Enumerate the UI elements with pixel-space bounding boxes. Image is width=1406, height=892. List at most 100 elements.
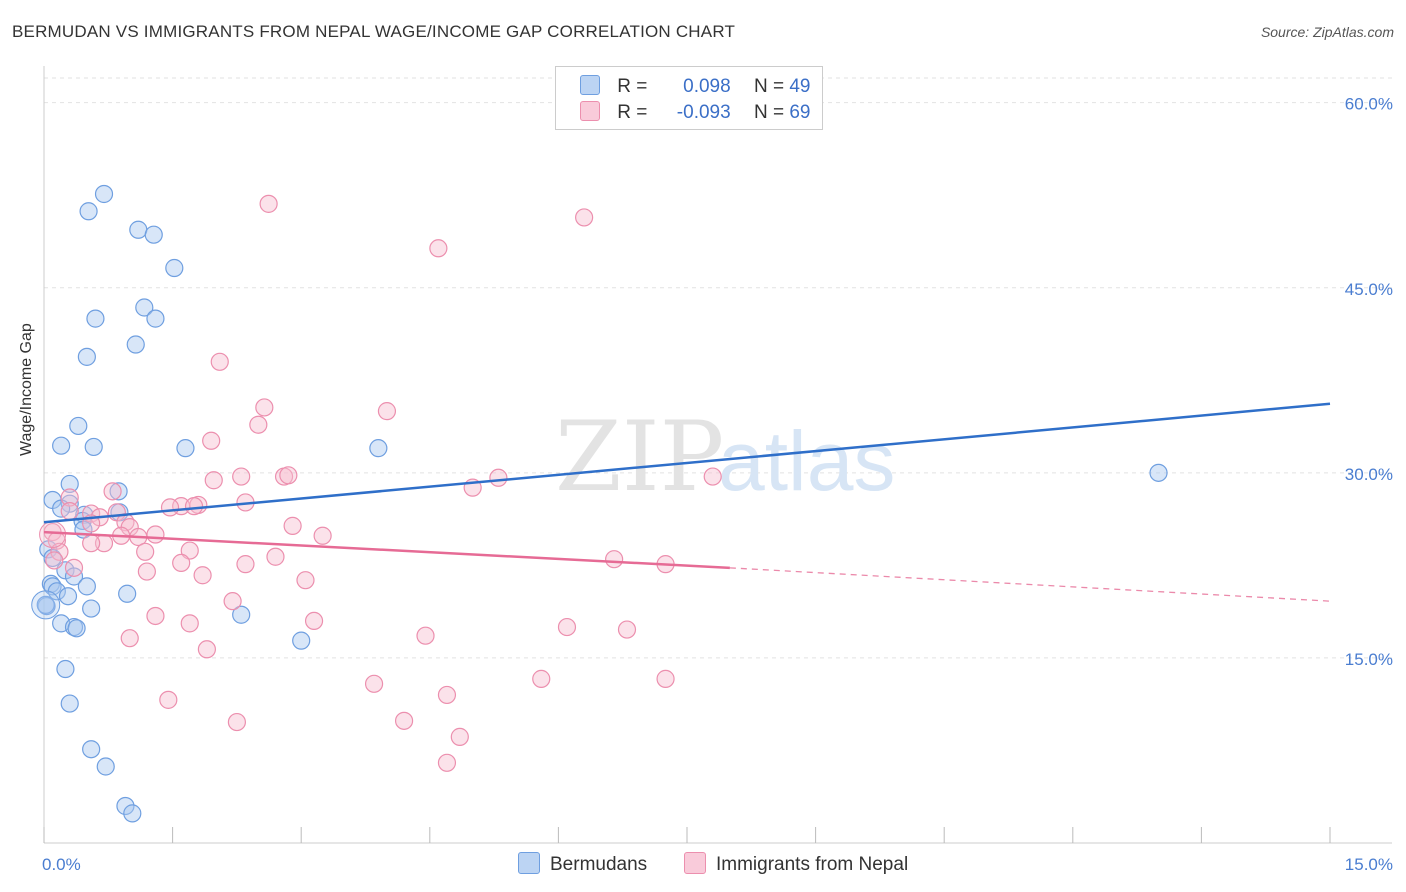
nepal-point — [416, 626, 435, 645]
legend-r-label: R = — [617, 76, 648, 97]
nepal-point — [180, 541, 199, 560]
legend-r-value: -0.093 — [676, 102, 731, 123]
bottom-legend-label-nepal: Immigrants from Nepal — [716, 854, 909, 875]
nepal-point — [283, 516, 302, 535]
bermudan-point — [118, 584, 137, 603]
nepal-point — [136, 542, 155, 561]
x-tick-label: 0.0% — [42, 855, 81, 874]
nepal-point — [656, 669, 675, 688]
watermark-zip: ZIP — [555, 401, 724, 513]
legend-r-value: 0.098 — [683, 76, 731, 97]
nepal-point — [377, 402, 397, 421]
nepal-point — [617, 620, 637, 639]
nepal-point — [313, 526, 332, 545]
nepal-point — [160, 498, 180, 517]
legend-r-label: R = — [617, 102, 648, 123]
y-tick-label: 60.0% — [1345, 95, 1393, 114]
nepal-point — [82, 534, 101, 553]
bermudan-point — [52, 436, 71, 455]
bermudan-point — [126, 335, 145, 354]
bermudan-point — [292, 631, 311, 650]
nepal-point — [437, 685, 457, 705]
bermudan-point — [58, 587, 78, 606]
nepal-point — [304, 611, 324, 631]
nepal-point — [605, 550, 624, 569]
bermudan-point — [60, 474, 79, 494]
nepal-point — [204, 471, 223, 490]
bottom-legend-swatch-bermudans — [518, 852, 540, 874]
nepal-point — [394, 711, 414, 730]
chart-title: BERMUDAN VS IMMIGRANTS FROM NEPAL WAGE/I… — [12, 22, 736, 41]
nepal-point — [255, 398, 274, 417]
bermudan-point — [165, 258, 184, 278]
bermudans-points — [31, 184, 1168, 823]
y-tick-label: 15.0% — [1345, 650, 1393, 669]
nepal-point — [159, 690, 178, 709]
nepal-point — [279, 466, 298, 485]
nepal-point — [172, 553, 191, 573]
nepal-point — [450, 727, 469, 746]
bermudan-point — [82, 740, 101, 759]
nepal-point — [227, 712, 246, 732]
bermudan-point — [31, 590, 61, 620]
nepal-point — [232, 467, 251, 486]
bermudan-point — [60, 694, 79, 713]
bottom-legend-bermudans: Bermudans — [518, 852, 647, 876]
nepal-point — [39, 521, 67, 549]
nepal-point — [180, 614, 199, 633]
tick-labels: 15.0% 30.0% 45.0% 60.0% 0.0% 15.0% — [42, 95, 1393, 874]
legend-row-nepal: R = -0.093 N = 69 — [580, 101, 810, 125]
legend-n-label: N = — [753, 76, 785, 97]
bermudan-point — [56, 659, 75, 679]
legend: R = 0.098 N = 49 R = -0.093 N = 69 — [555, 66, 823, 130]
legend-swatch-nepal — [580, 101, 600, 121]
nepal-point — [223, 592, 242, 611]
bermudan-point — [144, 225, 163, 244]
bermudan-point — [36, 595, 55, 614]
nepal-point — [532, 669, 551, 688]
bermudan-point — [232, 605, 251, 624]
nepal-point — [364, 674, 384, 693]
bermudan-point — [123, 804, 142, 823]
bermudan-point — [60, 494, 79, 513]
axes — [43, 66, 1392, 844]
nepal-point — [236, 555, 255, 574]
legend-n-value: 69 — [789, 102, 811, 123]
bermudan-point — [116, 796, 135, 816]
nepal-point — [703, 467, 722, 486]
bermudan-point — [129, 220, 148, 239]
bermudan-point — [176, 439, 195, 458]
bermudan-point — [1149, 463, 1168, 482]
bottom-legend-nepal: Immigrants from Nepal — [684, 852, 908, 876]
nepal-point — [103, 482, 122, 501]
nepal-point — [296, 571, 315, 590]
nepal-point — [184, 497, 204, 516]
nepal-point — [60, 501, 79, 521]
legend-n-label: N = — [753, 102, 785, 123]
nepal-point — [202, 431, 221, 450]
source-label: Source: ZipAtlas.com — [1260, 24, 1394, 40]
nepal-point — [249, 415, 268, 434]
nepal-point — [210, 352, 229, 371]
bermudan-point — [77, 577, 96, 596]
legend-n-value: 49 — [789, 76, 811, 97]
bermudan-point — [84, 437, 103, 457]
bermudan-point — [79, 202, 98, 221]
nepal-trend-line-extrapolated — [729, 567, 1331, 602]
nepal-point — [193, 566, 212, 585]
nepal-point — [437, 753, 457, 772]
bermudan-point — [67, 619, 86, 638]
bermudan-point — [96, 757, 115, 776]
bermudan-point — [86, 309, 105, 328]
y-axis-label: Wage/Income Gap — [18, 323, 35, 456]
bermudan-point — [77, 347, 96, 366]
nepal-point — [146, 606, 165, 626]
bermudan-point — [369, 439, 388, 458]
nepal-point — [146, 525, 165, 544]
nepal-point — [489, 468, 508, 487]
bottom-legend-label-bermudans: Bermudans — [550, 854, 648, 875]
x-tick-label: 15.0% — [1345, 855, 1393, 874]
legend-row-bermudans: R = 0.098 N = 49 — [580, 75, 810, 99]
bottom-legend-swatch-nepal — [684, 852, 706, 874]
bermudan-point — [109, 482, 128, 501]
